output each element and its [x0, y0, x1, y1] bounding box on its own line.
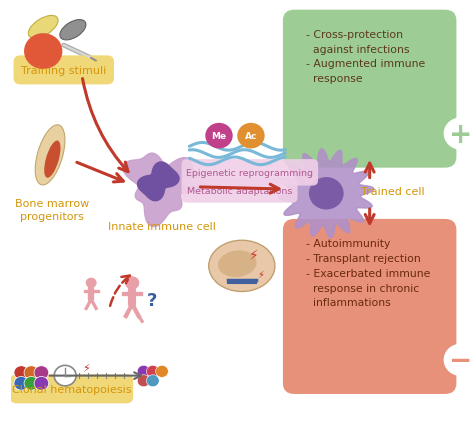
- Ellipse shape: [60, 20, 86, 41]
- Text: ?: ?: [146, 291, 157, 309]
- Circle shape: [444, 118, 474, 150]
- Circle shape: [146, 375, 159, 387]
- FancyBboxPatch shape: [283, 219, 456, 394]
- Text: Trained cell: Trained cell: [361, 187, 424, 197]
- Text: - Cross-protection
  against infections
- Augmented immune
  response: - Cross-protection against infections - …: [306, 30, 425, 84]
- Circle shape: [86, 278, 97, 288]
- Text: Training stimuli: Training stimuli: [21, 66, 106, 76]
- Text: +: +: [449, 120, 473, 148]
- Circle shape: [24, 366, 39, 380]
- Text: Epigenetic reprogramming: Epigenetic reprogramming: [186, 168, 313, 178]
- Text: Ac: Ac: [245, 132, 257, 141]
- Ellipse shape: [218, 251, 256, 277]
- Circle shape: [24, 34, 63, 70]
- Polygon shape: [279, 150, 374, 238]
- Text: Me: Me: [211, 132, 227, 141]
- Circle shape: [125, 276, 139, 290]
- Text: Bone marrow
progenitors: Bone marrow progenitors: [15, 198, 90, 221]
- Text: ⚡: ⚡: [82, 363, 90, 374]
- Ellipse shape: [28, 16, 58, 39]
- Text: - Autoimmunity
- Transplant rejection
- Exacerbated immune
  response in chronic: - Autoimmunity - Transplant rejection - …: [306, 239, 430, 308]
- Text: ⚡: ⚡: [257, 269, 264, 279]
- Text: Metabolic adaptations: Metabolic adaptations: [187, 186, 292, 196]
- Text: ⚡: ⚡: [248, 249, 258, 262]
- Text: Clonal hematopoiesis: Clonal hematopoiesis: [12, 384, 131, 394]
- FancyBboxPatch shape: [10, 374, 133, 403]
- Circle shape: [137, 375, 150, 387]
- Circle shape: [205, 124, 233, 149]
- Circle shape: [146, 366, 159, 377]
- FancyBboxPatch shape: [283, 11, 456, 168]
- Circle shape: [54, 366, 76, 386]
- Ellipse shape: [35, 126, 65, 185]
- Text: −: −: [449, 346, 473, 374]
- Circle shape: [309, 178, 344, 210]
- Text: Innate immune cell: Innate immune cell: [108, 222, 216, 231]
- Circle shape: [155, 366, 168, 377]
- Circle shape: [444, 344, 474, 376]
- Circle shape: [137, 366, 150, 377]
- FancyBboxPatch shape: [182, 160, 318, 186]
- Circle shape: [34, 377, 49, 390]
- FancyBboxPatch shape: [14, 56, 114, 85]
- Polygon shape: [137, 163, 179, 201]
- FancyBboxPatch shape: [182, 178, 298, 203]
- Circle shape: [24, 377, 39, 390]
- Circle shape: [237, 124, 264, 149]
- Polygon shape: [123, 154, 204, 227]
- Ellipse shape: [44, 141, 61, 178]
- Circle shape: [34, 366, 49, 380]
- Circle shape: [14, 366, 28, 380]
- Ellipse shape: [209, 241, 275, 292]
- Circle shape: [14, 377, 28, 390]
